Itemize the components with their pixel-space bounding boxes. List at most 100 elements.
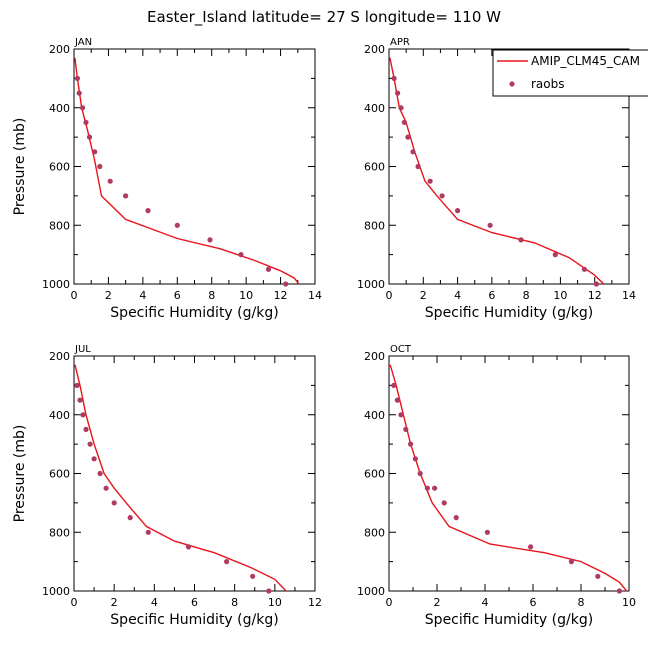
obs-point-jul: [224, 559, 230, 565]
y-axis-label-jan: Pressure (mb): [12, 118, 28, 216]
obs-point-jan: [76, 90, 82, 96]
obs-point-jul: [97, 470, 103, 477]
y-tick-label-jan: 400: [49, 102, 70, 115]
obs-point-jul: [83, 426, 89, 432]
obs-point-jan: [80, 105, 86, 111]
legend-box: [492, 49, 648, 97]
y-tick-label-apr: 600: [364, 161, 385, 174]
obs-point-jan: [283, 281, 289, 287]
series-line-model-jan: [74, 57, 300, 284]
x-tick-label-jul: 10: [268, 596, 282, 609]
x-tick-label-jul: 12: [308, 596, 322, 609]
obs-point-apr: [593, 281, 600, 287]
y-tick-label-jan: 600: [49, 161, 70, 174]
plot-frame-jul: [73, 355, 316, 592]
obs-point-oct: [528, 544, 534, 550]
legend-obs-swatch: [509, 81, 515, 87]
obs-point-apr: [518, 237, 524, 243]
obs-point-apr: [398, 105, 404, 111]
x-tick-label-apr: 4: [454, 289, 461, 302]
x-tick-label-oct: 0: [386, 596, 393, 609]
obs-point-oct: [595, 573, 601, 579]
obs-point-jan: [238, 252, 244, 258]
obs-point-oct: [616, 588, 623, 594]
x-tick-label-apr: 2: [420, 289, 427, 302]
x-tick-label-apr: 10: [553, 289, 567, 302]
x-tick-label-apr: 14: [622, 289, 636, 302]
figure-title: Easter_Island latitude= 27 S longitude= …: [147, 8, 501, 27]
obs-point-jan: [145, 208, 151, 214]
y-tick-label-apr: 800: [364, 219, 385, 232]
panel-oct: OCT 0 2 4 6 8 10 200 400 600 800 1000 Specific Humid…: [357, 344, 636, 628]
obs-point-jul: [266, 588, 272, 594]
obs-point-oct: [408, 441, 414, 447]
y-tick-label-apr: 400: [364, 102, 385, 115]
y-tick-label-oct: 200: [364, 350, 385, 363]
panel-title-jan: JAN: [74, 37, 92, 48]
obs-point-oct: [441, 500, 447, 506]
obs-point-oct: [403, 426, 409, 432]
y-tick-label-jan: 1000: [42, 278, 70, 291]
x-tick-label-oct: 6: [530, 596, 537, 609]
x-tick-label-apr: 6: [488, 289, 495, 302]
obs-point-oct: [453, 515, 459, 521]
x-tick-label-jan: 6: [174, 289, 181, 302]
x-tick-label-jul: 0: [71, 596, 78, 609]
obs-point-oct: [398, 412, 404, 418]
obs-point-jan: [265, 266, 272, 272]
y-tick-label-apr: 200: [364, 43, 385, 56]
obs-point-jul: [185, 544, 192, 550]
y-tick-label-oct: 600: [364, 468, 385, 481]
obs-point-apr: [581, 266, 588, 272]
plot-frame-jan: [73, 48, 316, 285]
obs-point-apr: [405, 134, 411, 140]
obs-point-oct: [412, 456, 418, 462]
obs-point-jan: [174, 222, 180, 228]
series-line-model-jul: [74, 364, 288, 591]
plot-frame-oct: [388, 355, 630, 592]
obs-point-oct: [568, 559, 575, 565]
obs-point-oct: [432, 485, 438, 491]
panel-title-apr: APR: [390, 37, 410, 48]
panel-jan: JAN 0 2 4 6 8 10 12 14 200 400 600 800 1000 Specific H…: [12, 37, 322, 321]
obs-point-jul: [250, 573, 256, 579]
obs-point-jan: [207, 237, 213, 243]
x-tick-label-jan: 2: [105, 289, 112, 302]
obs-point-apr: [401, 119, 407, 125]
y-tick-label-oct: 800: [364, 526, 385, 539]
obs-point-jan: [92, 149, 98, 155]
y-tick-label-jan: 800: [49, 219, 70, 232]
obs-point-apr: [391, 75, 397, 81]
obs-point-jan: [83, 119, 89, 125]
x-tick-label-jan: 0: [71, 289, 78, 302]
x-tick-label-oct: 10: [622, 596, 636, 609]
legend-model-label: AMIP_CLM45_CAM: [531, 54, 640, 68]
y-tick-label-jul: 600: [49, 468, 70, 481]
panel-apr: APR 0 2 4 6 8 10 12 14 200 400 600 800 1000 Specific H…: [357, 37, 636, 321]
y-tick-label-jul: 800: [49, 526, 70, 539]
obs-point-oct: [484, 529, 490, 535]
y-tick-label-oct: 400: [364, 409, 385, 422]
obs-point-jul: [87, 441, 93, 447]
x-tick-label-apr: 12: [588, 289, 602, 302]
x-tick-label-oct: 4: [482, 596, 489, 609]
obs-point-oct: [394, 397, 400, 403]
panel-jul: JUL 0 2 4 6 8 10 12 200 400 600 800 1000 Specific Hum…: [12, 344, 322, 628]
obs-point-jul: [91, 456, 97, 462]
obs-point-jul: [74, 382, 80, 388]
legend-obs-label: raobs: [531, 77, 565, 91]
y-tick-label-jul: 1000: [42, 585, 70, 598]
x-tick-label-jan: 8: [208, 289, 215, 302]
x-tick-label-jul: 8: [231, 596, 238, 609]
obs-point-jul: [80, 412, 86, 418]
obs-point-apr: [395, 90, 401, 96]
obs-point-jan: [86, 134, 93, 140]
obs-point-jan: [107, 178, 113, 184]
obs-point-jan: [123, 193, 129, 199]
x-axis-label-apr: Specific Humidity (g/kg): [425, 305, 593, 321]
obs-point-jul: [103, 485, 109, 491]
x-tick-label-jul: 6: [191, 596, 198, 609]
x-axis-label-jan: Specific Humidity (g/kg): [110, 305, 278, 321]
obs-point-jul: [111, 500, 117, 506]
